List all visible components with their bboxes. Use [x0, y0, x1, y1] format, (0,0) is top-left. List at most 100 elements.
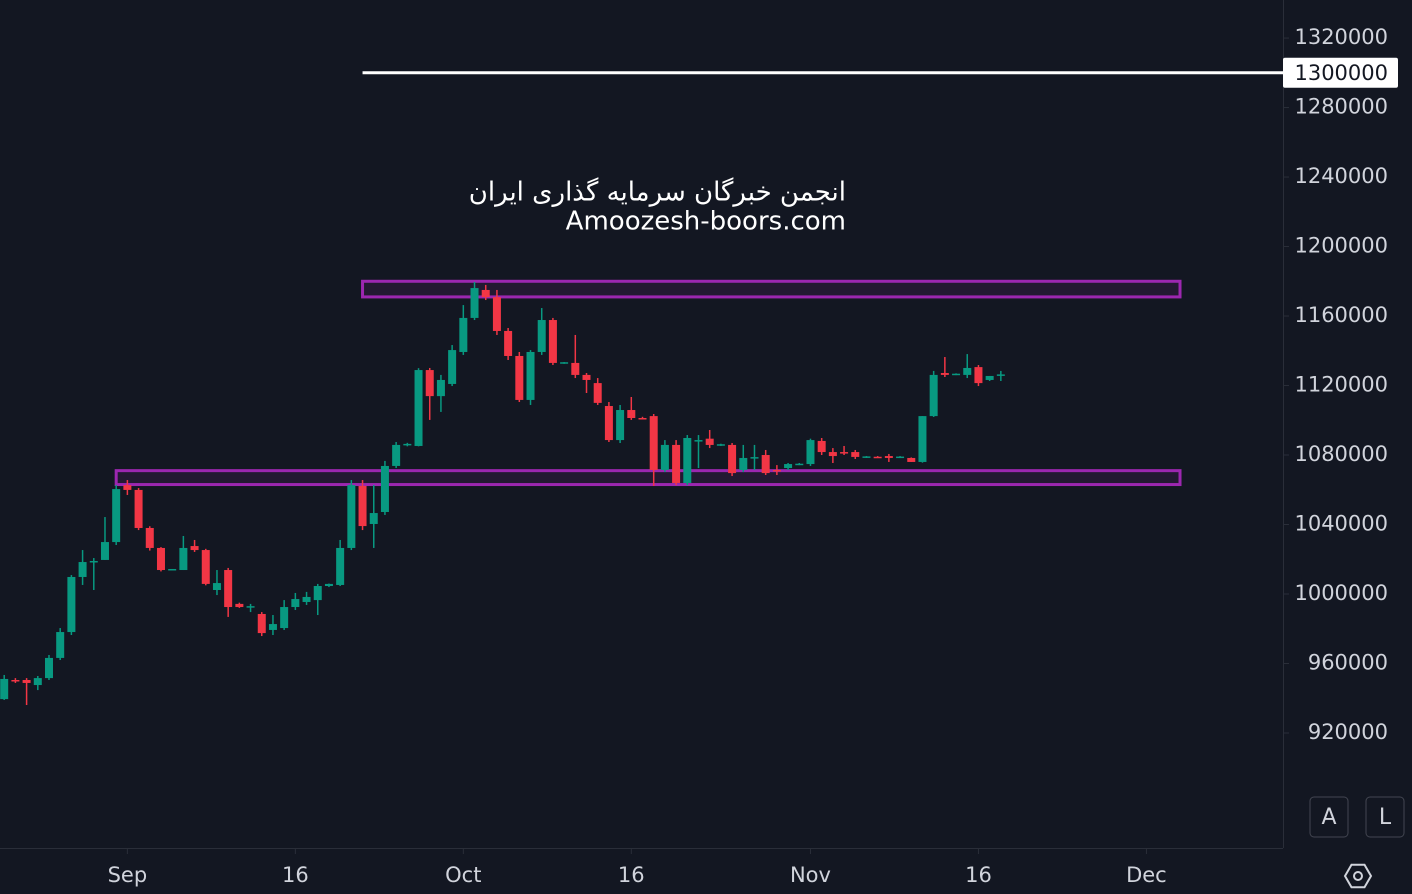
candle-body [89, 560, 98, 563]
y-tick-label: 1280000 [1294, 95, 1388, 119]
candle-body [392, 444, 401, 466]
x-tick-label: 16 [618, 863, 645, 887]
candle-body [537, 320, 546, 352]
zone [361, 279, 1182, 299]
y-tick-label: 1200000 [1294, 234, 1388, 258]
y-tick-label: 1160000 [1294, 303, 1388, 327]
candle-body [761, 455, 770, 474]
candle-body [156, 547, 165, 571]
candle-body [582, 374, 591, 380]
candle-body [33, 678, 42, 686]
candle-body [560, 362, 569, 364]
candle-body [784, 464, 793, 469]
candle-body [78, 562, 87, 577]
candle-body [672, 444, 681, 483]
candle-body [302, 596, 311, 602]
y-tick-label: 960000 [1308, 650, 1388, 674]
candle-body [492, 297, 501, 331]
candle-body [112, 489, 121, 543]
candle-body [515, 355, 524, 400]
candle-body [739, 457, 748, 470]
candle-body [201, 550, 210, 584]
candle-body [996, 374, 1005, 376]
candle-body [369, 513, 378, 524]
candle-body [358, 485, 367, 527]
candle-body [884, 456, 893, 458]
candle-body [772, 469, 781, 472]
candle-body [224, 570, 233, 608]
candle-body [940, 373, 949, 375]
candle-body [649, 416, 658, 470]
candle-body [806, 440, 815, 465]
candle-body [828, 452, 837, 457]
candle-body [100, 542, 109, 560]
candle-body [683, 437, 692, 483]
button-a-label[interactable]: A [1321, 805, 1336, 830]
candle-body [336, 547, 345, 585]
candle-body [873, 456, 882, 459]
x-tick-label: 16 [965, 863, 992, 887]
candle-body [313, 586, 322, 601]
button-l[interactable]: L [1365, 796, 1405, 838]
candle-body [896, 456, 905, 459]
candle-body [22, 679, 31, 683]
candle-body [660, 444, 669, 470]
candle-body [705, 438, 714, 445]
button-a-box[interactable] [1309, 796, 1349, 838]
candle-body [123, 485, 132, 490]
button-l-label[interactable]: L [1379, 805, 1392, 830]
candle-body [380, 465, 389, 512]
candle-body [907, 457, 916, 462]
settings-icon[interactable] [1343, 863, 1373, 889]
candle-body [44, 657, 53, 679]
candle-body [0, 678, 9, 700]
candle-body [448, 350, 457, 384]
candle-body [840, 452, 849, 454]
x-tick-label: Nov [790, 863, 831, 887]
candle-body [963, 367, 972, 375]
button-a[interactable]: A [1309, 796, 1349, 838]
y-tick-label: 920000 [1308, 720, 1388, 744]
settings-hexagon[interactable] [1343, 863, 1373, 889]
candle-body [168, 568, 177, 571]
y-tick-label: 1040000 [1294, 512, 1388, 536]
horizontal-line-label-box [1283, 57, 1398, 88]
candle-body [604, 406, 613, 441]
candle-body [929, 374, 938, 417]
candle-body [11, 679, 20, 682]
y-tick-label: 1000000 [1294, 581, 1388, 605]
candle-body [985, 375, 994, 380]
candle-body [593, 383, 602, 403]
zone [114, 469, 1182, 487]
candle-body [750, 457, 759, 459]
x-tick-label: Dec [1126, 863, 1167, 887]
candle-body [190, 546, 199, 551]
candle-body [504, 330, 513, 356]
candle-body [862, 456, 871, 458]
candle-body [246, 606, 255, 608]
candle-body [212, 583, 221, 591]
candle-body [974, 367, 983, 384]
candle-body [728, 444, 737, 474]
candle-body [280, 607, 289, 629]
candle-body [179, 547, 188, 571]
x-tick-label: 16 [282, 863, 309, 887]
candle-body [414, 370, 423, 446]
candle-body [952, 373, 961, 376]
candle-body [67, 576, 76, 633]
candle-body [425, 370, 434, 397]
settings-dot[interactable] [1353, 871, 1363, 881]
button-l-box[interactable] [1365, 796, 1405, 838]
y-tick-label: 1240000 [1294, 164, 1388, 188]
watermark-persian: انجمن خبرگان سرمایه گذاری ایران [469, 177, 846, 208]
plot-area [0, 71, 1283, 706]
candle-body [694, 440, 703, 442]
candle-body [291, 599, 300, 608]
candle-body [548, 320, 557, 363]
candle-body [571, 362, 580, 375]
x-tick-label: Oct [445, 863, 481, 887]
candle-body [56, 632, 65, 658]
candle-body [470, 288, 479, 318]
